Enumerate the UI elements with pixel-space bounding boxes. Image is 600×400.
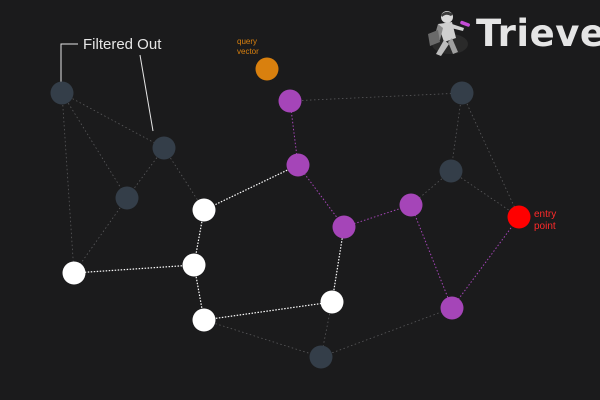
edge-p2-p3: [297, 164, 345, 228]
result-node-w1: [62, 261, 86, 285]
edge-f4-f5: [450, 92, 463, 172]
edge-w4-f6: [203, 319, 322, 358]
query-node-q: [255, 57, 279, 81]
edge-f3-w1: [73, 197, 128, 274]
path-node-p3: [332, 215, 356, 239]
edge-w3-w1: [73, 264, 195, 274]
result-node-w2: [192, 198, 216, 222]
edge-f5-e: [450, 170, 520, 218]
brand: Trieve: [420, 6, 600, 60]
filtered-out-label: Filtered Out: [83, 36, 162, 53]
filtered-node-f2: [152, 136, 176, 160]
callout-line-right: [139, 54, 154, 132]
nodes-layer: [50, 57, 531, 369]
edge-f1-w1: [61, 92, 75, 274]
edge-p2-w2: [203, 164, 299, 211]
trieve-hiker-icon: [428, 11, 470, 56]
path-node-p5: [440, 296, 464, 320]
edge-f1-f3: [61, 92, 128, 199]
result-node-w5: [320, 290, 344, 314]
result-node-w3: [182, 253, 206, 277]
filtered-node-f6: [309, 345, 333, 369]
filtered-node-f3: [115, 186, 139, 210]
query-vector-label-line1: query: [237, 37, 257, 46]
filtered-out-callout: [60, 43, 154, 132]
result-node-w4: [192, 308, 216, 332]
filtered-node-f4: [450, 81, 474, 105]
entry-point-label-line1: entry: [534, 209, 556, 220]
entry-point-label-line2: point: [534, 221, 556, 232]
filtered-node-f1: [50, 81, 74, 105]
edge-w4-w5: [203, 301, 333, 321]
entry-node-e: [507, 205, 531, 229]
path-node-p4: [399, 193, 423, 217]
edge-p5-e: [451, 216, 520, 309]
query-vector-label-line2: vector: [237, 47, 259, 56]
edge-f2-w2: [163, 147, 205, 211]
edge-p3-p4: [343, 204, 412, 228]
edge-f1-f2: [61, 92, 165, 149]
brand-name: Trieve: [476, 12, 600, 55]
edge-p1-f4: [289, 92, 463, 102]
path-node-p2: [286, 153, 310, 177]
edge-p4-p5: [410, 204, 453, 309]
edge-f4-e: [461, 92, 520, 218]
path-node-p1: [278, 89, 302, 113]
callout-line-left: [60, 43, 78, 90]
filtered-node-f5: [439, 159, 463, 183]
edge-w5-p3: [331, 226, 345, 303]
edge-f6-p5: [320, 307, 453, 358]
